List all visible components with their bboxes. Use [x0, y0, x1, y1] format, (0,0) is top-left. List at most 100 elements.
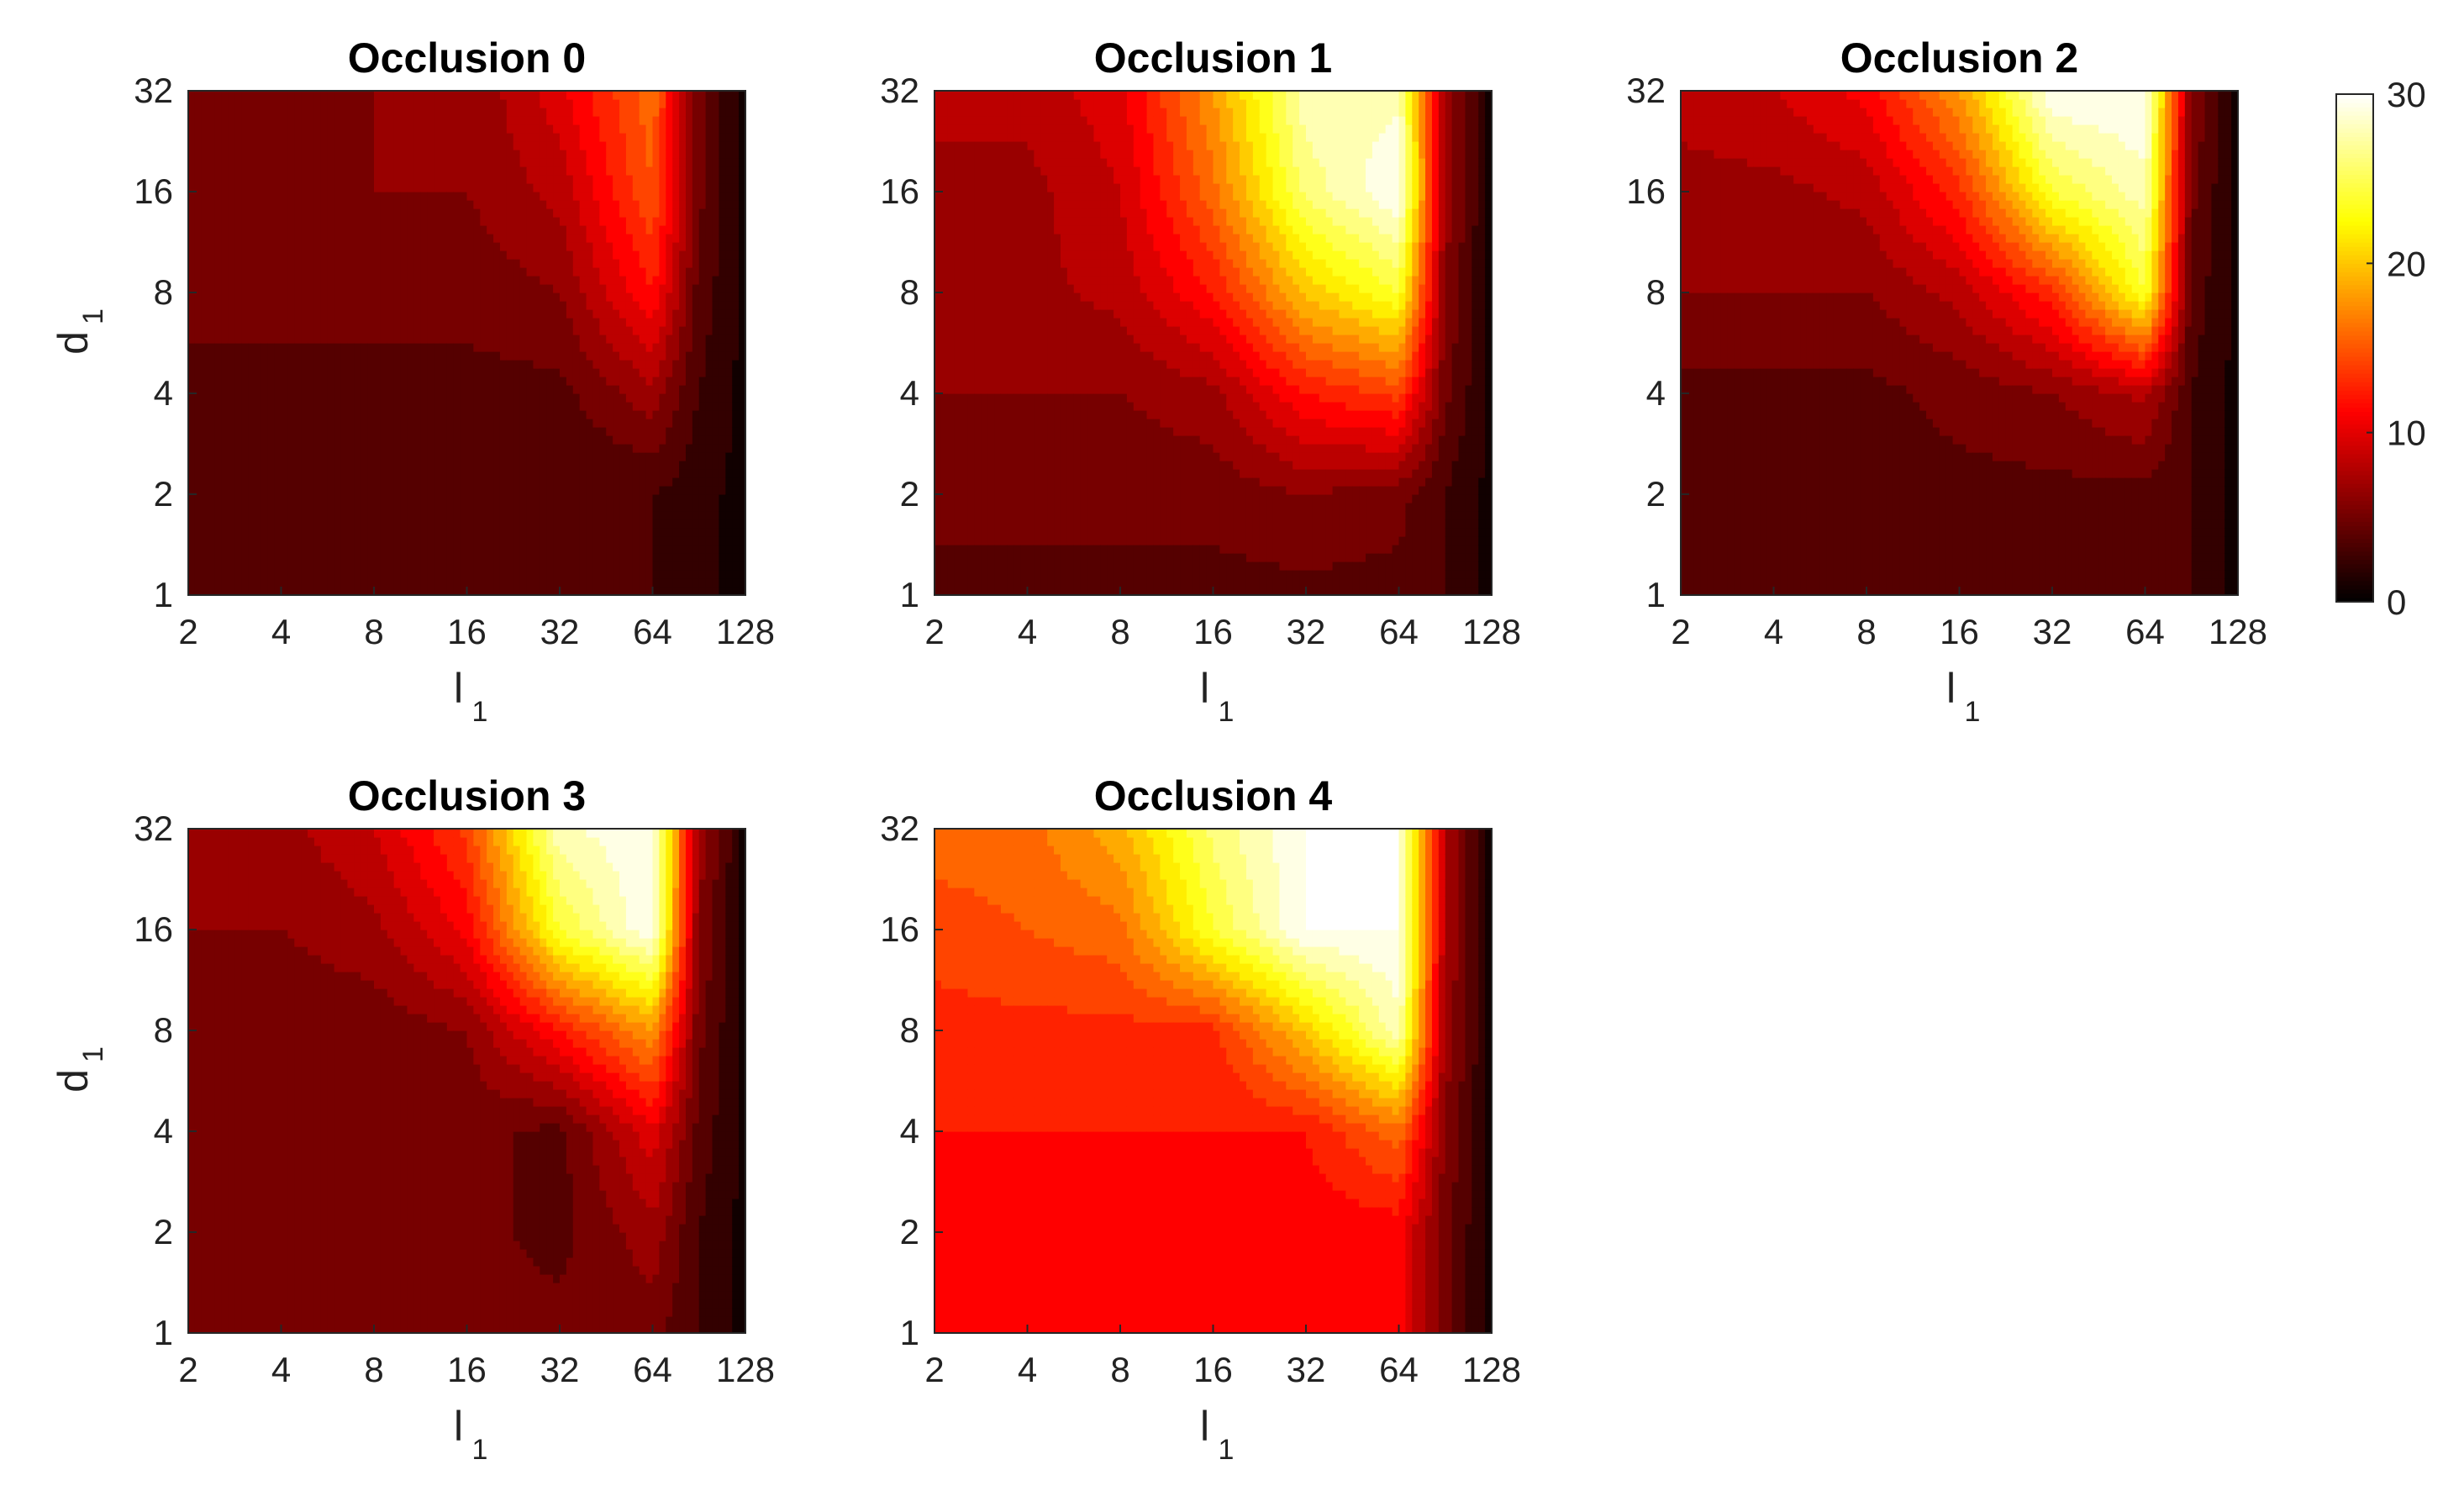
contour-cell — [340, 116, 349, 125]
contour-cell — [334, 301, 342, 310]
contour-cell — [645, 435, 654, 445]
contour-cell — [466, 528, 474, 537]
contour-cell — [308, 410, 315, 419]
contour-cell — [380, 192, 388, 201]
contour-cell — [553, 494, 561, 503]
contour-cell — [579, 587, 587, 596]
contour-cell — [393, 385, 402, 394]
contour-cell — [254, 150, 262, 159]
contour-cell — [446, 486, 455, 495]
contour-cell — [712, 208, 720, 218]
contour-cell — [679, 208, 687, 218]
contour-cell — [513, 435, 521, 445]
contour-cell — [698, 570, 707, 579]
contour-cell — [672, 267, 680, 277]
contour-cell — [466, 225, 474, 234]
contour-cell — [241, 545, 249, 554]
contour-cell — [313, 175, 322, 184]
contour-cell — [308, 242, 315, 251]
contour-cell — [327, 435, 335, 445]
contour-cell — [460, 318, 468, 327]
contour-cell — [460, 234, 468, 243]
contour-cell — [361, 536, 368, 545]
contour-cell — [579, 461, 587, 470]
contour-cell — [320, 250, 329, 260]
contour-cell — [725, 318, 733, 327]
contour-cell — [606, 217, 613, 226]
contour-cell — [327, 477, 335, 487]
contour-cell — [645, 469, 654, 478]
contour-cell — [666, 435, 673, 445]
contour-cell — [692, 116, 700, 125]
contour-cell — [380, 486, 388, 495]
contour-cell — [666, 208, 673, 218]
contour-cell — [446, 578, 455, 587]
contour-cell — [719, 276, 726, 285]
contour-cell — [473, 452, 481, 461]
contour-cell — [572, 343, 581, 352]
contour-cell — [652, 587, 660, 596]
contour-cell — [625, 116, 634, 125]
contour-cell — [334, 402, 342, 411]
contour-cell — [513, 292, 521, 302]
contour-cell — [526, 587, 534, 596]
contour-cell — [480, 217, 487, 226]
contour-cell — [553, 267, 561, 277]
contour-cell — [572, 234, 581, 243]
contour-cell — [374, 208, 382, 218]
contour-cell — [659, 276, 666, 285]
contour-cell — [599, 477, 607, 487]
contour-cell — [666, 343, 673, 352]
contour-cell — [254, 469, 262, 478]
contour-cell — [560, 284, 567, 293]
contour-cell — [188, 570, 196, 579]
contour-cell — [367, 377, 375, 386]
contour-cell — [294, 267, 302, 277]
contour-cell — [281, 461, 288, 470]
contour-cell — [487, 234, 494, 243]
contour-cell — [625, 528, 634, 537]
contour-cell — [705, 545, 713, 554]
contour-cell — [287, 242, 295, 251]
contour-cell — [685, 318, 693, 327]
contour-cell — [214, 267, 223, 277]
contour-cell — [513, 553, 521, 562]
contour-cell — [685, 242, 693, 251]
contour-cell — [579, 292, 587, 302]
contour-cell — [446, 511, 455, 520]
contour-cell — [572, 427, 581, 436]
contour-cell — [313, 166, 322, 176]
contour-cell — [619, 377, 627, 386]
contour-cell — [361, 133, 368, 142]
contour-cell — [566, 503, 574, 512]
contour-cell — [526, 427, 534, 436]
contour-cell — [460, 343, 468, 352]
contour-cell — [560, 444, 567, 453]
contour-cell — [294, 343, 302, 352]
contour-cell — [652, 234, 660, 243]
contour-cell — [393, 494, 402, 503]
contour-cell — [652, 225, 660, 234]
contour-cell — [499, 528, 508, 537]
contour-cell — [579, 452, 587, 461]
contour-cell — [301, 292, 308, 302]
contour-cell — [732, 427, 740, 436]
contour-cell — [619, 309, 627, 319]
contour-cell — [228, 208, 235, 218]
contour-cell — [234, 393, 242, 403]
contour-cell — [400, 360, 408, 369]
contour-cell — [519, 486, 528, 495]
contour-cell — [420, 419, 428, 428]
contour-cell — [446, 393, 455, 403]
contour-cell — [274, 385, 282, 394]
contour-cell — [367, 393, 375, 403]
contour-cell — [234, 343, 242, 352]
contour-cell — [613, 536, 620, 545]
contour-cell — [380, 461, 388, 470]
contour-cell — [248, 519, 255, 529]
contour-cell — [519, 276, 528, 285]
contour-cell — [566, 351, 574, 361]
contour-cell — [487, 477, 494, 487]
contour-cell — [712, 519, 720, 529]
contour-cell — [659, 284, 666, 293]
